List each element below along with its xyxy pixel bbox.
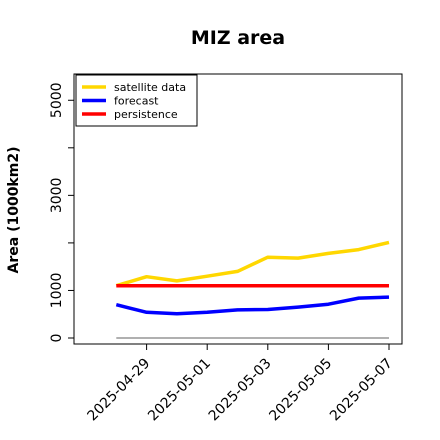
chart-marks: [115, 240, 390, 339]
x-tick-label: 2025-05-01: [145, 356, 214, 425]
y-tick-label: 1000: [49, 273, 65, 309]
legend-label-0: satellite data: [114, 81, 186, 94]
y-tick-label: 5000: [49, 82, 65, 118]
series-line-0: [115, 240, 390, 288]
series-line-1: [115, 295, 390, 316]
plot-frame: [73, 73, 403, 345]
x-tick-label: 2025-05-03: [206, 356, 275, 425]
y-tick-label: 0: [49, 334, 65, 343]
chart-title: MIZ area: [191, 27, 285, 49]
legend-label-2: persistence: [114, 108, 178, 121]
x-tick-label: 2025-04-29: [85, 356, 154, 425]
y-axis-label: Area (1000km2): [6, 147, 22, 274]
x-tick-label: 2025-05-05: [266, 356, 335, 425]
y-tick-label: 3000: [49, 178, 65, 214]
legend-label-1: forecast: [114, 95, 159, 108]
x-tick-label: 2025-05-07: [327, 356, 396, 425]
chart-axes: 01000300050002025-04-292025-05-012025-05…: [49, 82, 396, 424]
